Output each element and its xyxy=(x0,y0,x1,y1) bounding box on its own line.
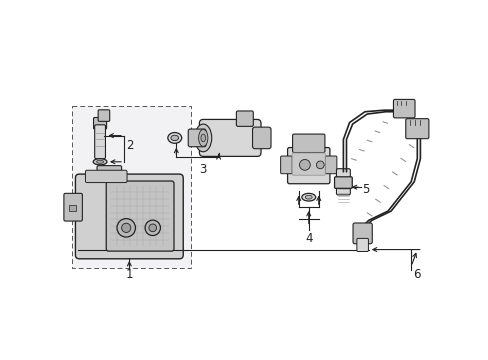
Circle shape xyxy=(117,219,135,237)
Circle shape xyxy=(122,223,131,233)
Circle shape xyxy=(299,159,310,170)
Text: 3: 3 xyxy=(199,163,206,176)
Circle shape xyxy=(316,161,324,169)
FancyBboxPatch shape xyxy=(188,129,205,147)
Ellipse shape xyxy=(301,193,315,201)
FancyBboxPatch shape xyxy=(393,99,414,118)
FancyBboxPatch shape xyxy=(95,125,105,159)
Ellipse shape xyxy=(93,159,107,165)
Text: 5: 5 xyxy=(361,183,368,196)
FancyBboxPatch shape xyxy=(287,148,329,184)
FancyBboxPatch shape xyxy=(325,156,336,174)
FancyBboxPatch shape xyxy=(199,120,261,156)
Circle shape xyxy=(145,220,160,235)
FancyBboxPatch shape xyxy=(106,181,174,251)
FancyBboxPatch shape xyxy=(280,156,292,174)
Ellipse shape xyxy=(198,130,207,147)
Bar xyxy=(71,106,190,268)
FancyBboxPatch shape xyxy=(292,153,325,175)
FancyBboxPatch shape xyxy=(97,166,122,181)
Ellipse shape xyxy=(97,160,103,163)
FancyBboxPatch shape xyxy=(292,134,324,153)
FancyBboxPatch shape xyxy=(85,170,127,183)
Text: 1: 1 xyxy=(125,269,133,282)
Ellipse shape xyxy=(167,132,182,143)
FancyBboxPatch shape xyxy=(98,110,109,121)
Text: 2: 2 xyxy=(126,139,134,152)
FancyBboxPatch shape xyxy=(93,117,106,129)
FancyBboxPatch shape xyxy=(236,111,253,126)
Ellipse shape xyxy=(194,124,211,152)
FancyBboxPatch shape xyxy=(405,119,428,139)
FancyBboxPatch shape xyxy=(352,223,371,244)
Text: 6: 6 xyxy=(412,268,420,281)
FancyBboxPatch shape xyxy=(64,193,82,221)
Ellipse shape xyxy=(305,195,311,199)
FancyBboxPatch shape xyxy=(336,169,349,195)
FancyBboxPatch shape xyxy=(334,177,351,188)
FancyBboxPatch shape xyxy=(75,174,183,259)
FancyBboxPatch shape xyxy=(356,238,367,252)
Text: 4: 4 xyxy=(305,231,312,244)
Ellipse shape xyxy=(201,134,205,142)
Bar xyxy=(68,205,76,211)
Ellipse shape xyxy=(171,135,178,141)
Circle shape xyxy=(148,224,156,232)
FancyBboxPatch shape xyxy=(252,127,270,149)
